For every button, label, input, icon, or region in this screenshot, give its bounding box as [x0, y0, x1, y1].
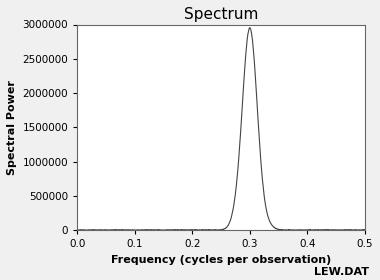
X-axis label: Frequency (cycles per observation): Frequency (cycles per observation) [111, 255, 331, 265]
Y-axis label: Spectral Power: Spectral Power [7, 80, 17, 175]
Title: Spectrum: Spectrum [184, 7, 258, 22]
Text: LEW.DAT: LEW.DAT [314, 267, 369, 277]
